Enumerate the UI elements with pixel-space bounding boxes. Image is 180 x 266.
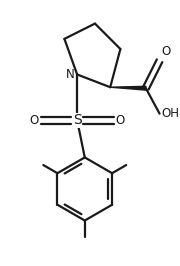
Polygon shape: [110, 86, 146, 90]
Text: N: N: [66, 68, 75, 81]
Text: O: O: [30, 114, 39, 127]
Text: O: O: [162, 45, 171, 58]
Text: S: S: [73, 113, 82, 127]
Text: OH: OH: [161, 107, 179, 120]
Text: O: O: [115, 114, 125, 127]
